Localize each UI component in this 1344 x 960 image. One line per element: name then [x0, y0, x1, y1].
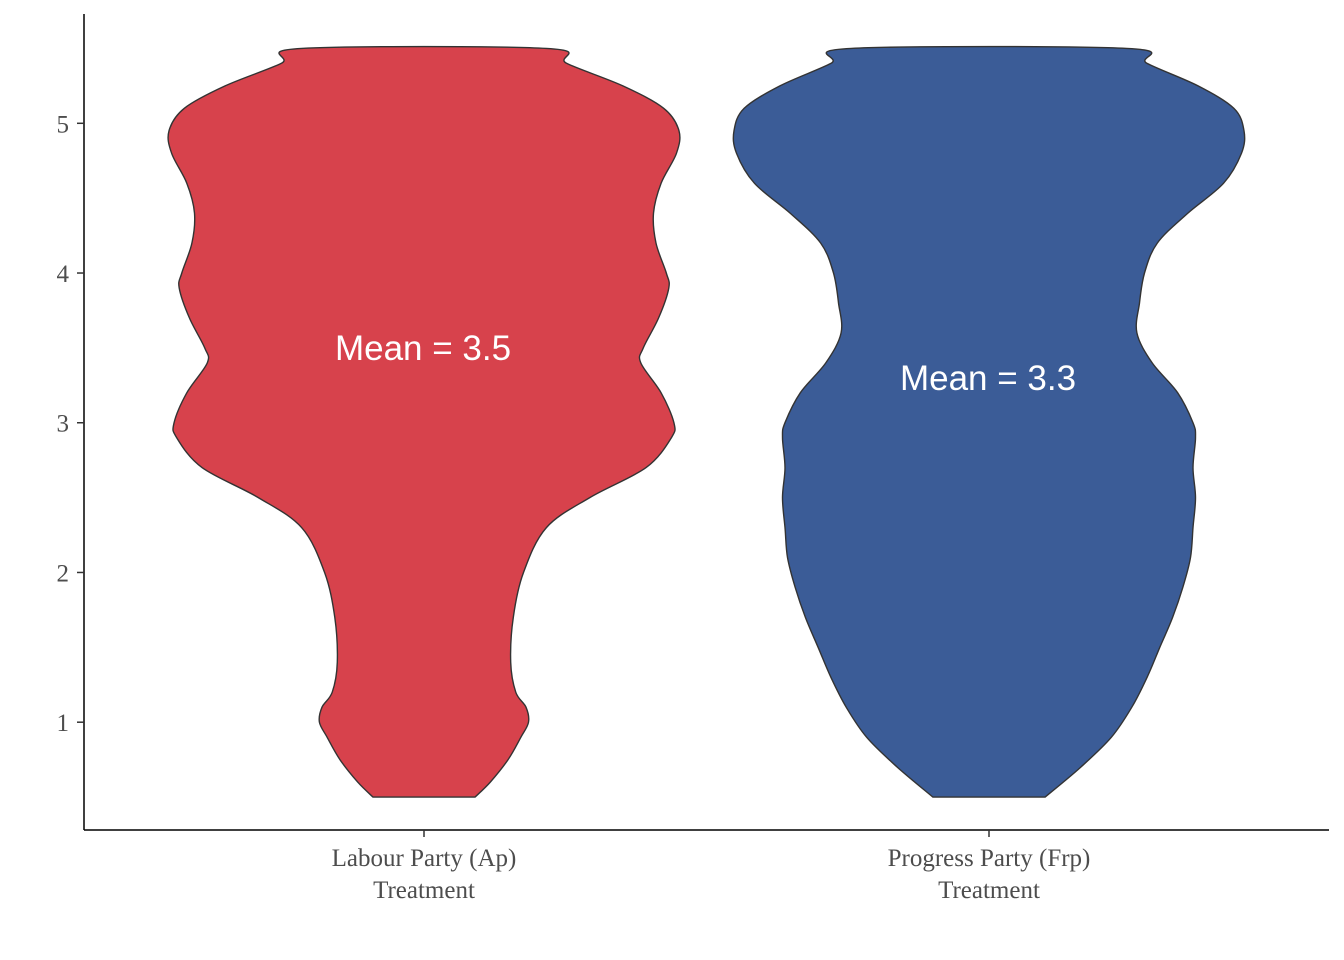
violin-1 [167, 45, 681, 798]
y-tick-label: 2 [57, 560, 70, 587]
y-tick-label: 5 [57, 111, 70, 138]
y-tick-label: 1 [57, 710, 70, 737]
violins-layer [167, 45, 1246, 798]
x-axis-ticks: Labour Party (Ap) Treatment Progress Party… [332, 830, 1091, 904]
mean-label: Mean = 3.3 [900, 359, 1076, 398]
x-tick-label-line2: Treatment [938, 877, 1040, 904]
mean-labels: Mean = 3.5 Mean = 3.3 [335, 329, 1076, 398]
mean-label: Mean = 3.5 [335, 329, 511, 368]
x-tick-label-line1: Labour Party (Ap) [332, 845, 517, 872]
y-tick-label: 4 [57, 261, 70, 288]
x-tick-label-line2: Treatment [373, 877, 475, 904]
y-tick-label: 3 [57, 411, 70, 438]
y-axis-ticks: 1 2 3 4 5 [57, 111, 84, 737]
x-tick-label-line1: Progress Party (Frp) [888, 845, 1091, 872]
violin-2 [732, 45, 1246, 798]
